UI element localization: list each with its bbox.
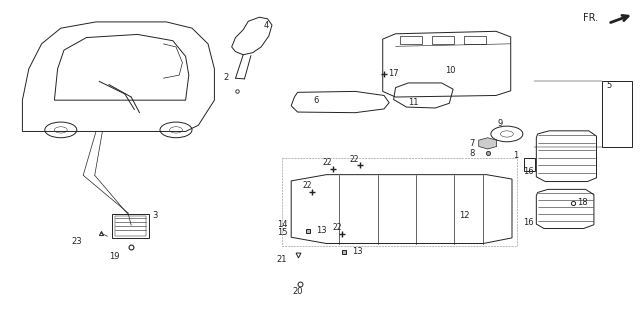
- Bar: [524, 158, 535, 171]
- Text: 19: 19: [109, 252, 119, 261]
- Bar: [115, 216, 146, 236]
- Text: 13: 13: [352, 248, 363, 256]
- Text: 15: 15: [278, 228, 288, 237]
- Text: 11: 11: [408, 98, 419, 107]
- Text: 10: 10: [445, 66, 455, 75]
- Text: 14: 14: [278, 220, 288, 229]
- Bar: [464, 36, 486, 44]
- Polygon shape: [479, 138, 497, 149]
- Text: 23: 23: [71, 237, 82, 245]
- Text: 4: 4: [264, 21, 269, 30]
- Text: 9: 9: [498, 119, 503, 127]
- Text: 22: 22: [303, 181, 312, 190]
- Text: 22: 22: [350, 155, 359, 163]
- Text: 21: 21: [276, 255, 287, 264]
- Text: 16: 16: [523, 167, 534, 176]
- Text: 1: 1: [513, 151, 518, 160]
- Text: 2: 2: [224, 73, 229, 82]
- Text: 16: 16: [523, 218, 534, 227]
- Text: 6: 6: [314, 96, 319, 105]
- Text: 20: 20: [292, 287, 303, 296]
- Text: 17: 17: [388, 69, 399, 78]
- Bar: [432, 36, 454, 44]
- Text: 3: 3: [152, 212, 157, 220]
- Text: 5: 5: [607, 81, 612, 90]
- Text: 8: 8: [470, 149, 475, 158]
- Text: FR.: FR.: [582, 13, 598, 23]
- Text: 13: 13: [316, 227, 327, 235]
- Bar: [112, 214, 149, 238]
- Text: 7: 7: [470, 139, 475, 148]
- Bar: [602, 81, 632, 147]
- Text: 12: 12: [460, 211, 470, 220]
- Text: 22: 22: [323, 158, 332, 167]
- Text: 22: 22: [333, 223, 342, 232]
- Text: 18: 18: [577, 198, 588, 207]
- Bar: [400, 36, 422, 44]
